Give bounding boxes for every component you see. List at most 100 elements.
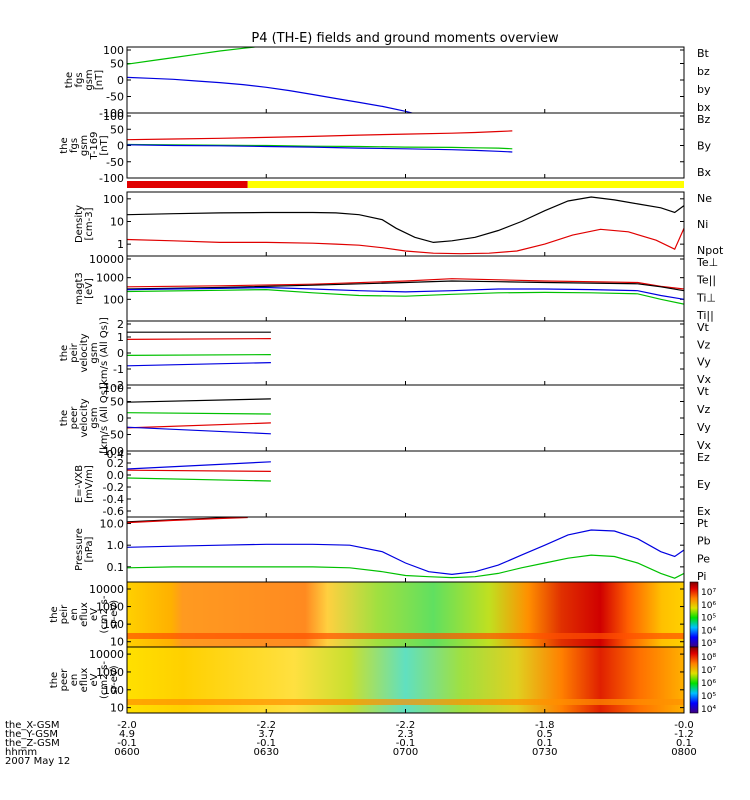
- series-line-Pe: [127, 554, 684, 579]
- y-tick-label: 0.0: [107, 469, 125, 482]
- colorbar-tick-label: 10⁵: [701, 614, 716, 624]
- y-tick-label: -100: [99, 445, 124, 458]
- legend-item-Vy: Vy: [697, 421, 711, 434]
- colorbar-peer_eflux: [689, 646, 699, 714]
- y-axis-label: [km/s (All Qs)]: [99, 382, 110, 454]
- legend-item-Bx: Bx: [697, 166, 712, 179]
- y-tick-label: -100: [99, 172, 124, 185]
- time-axis-value: 0800: [671, 747, 696, 758]
- y-tick-label: -50: [106, 91, 124, 104]
- series-line-Vy: [127, 412, 271, 415]
- panel-peer_eflux: 10⁸ 10⁷ 10⁶ 10⁵ 10⁴ 10000 1000 100 10 the peer en ef…: [49, 646, 716, 715]
- y-axis-label: sr-eV): [109, 600, 120, 629]
- time-axis-value: 4.9: [119, 729, 135, 740]
- colorbar-tick-label: 10⁴: [701, 705, 716, 715]
- series-line-Te⊥: [127, 278, 684, 290]
- y-axis-label: the: [59, 410, 70, 426]
- y-tick-label: 100: [103, 44, 124, 57]
- legend-item-Vy: Vy: [697, 356, 711, 369]
- time-axis-value: 0.1: [676, 738, 692, 749]
- y-axis-label: [cm-3]: [84, 207, 95, 240]
- legend-item-Bt: Bt: [697, 47, 710, 60]
- legend-item-Vz: Vz: [697, 403, 711, 416]
- series-group: [127, 517, 684, 579]
- time-axis-value: 0600: [114, 747, 139, 758]
- legend-item-Bz: Bz: [697, 113, 711, 126]
- panel-temp: 10000 1000 100 magt3 [eV] Te⊥ Te|| Ti⊥ Ti||: [74, 253, 718, 322]
- y-tick-label: -1: [113, 363, 124, 376]
- y-axis-label: the: [49, 606, 60, 622]
- y-axis-label: Density: [74, 205, 85, 243]
- y-axis-label: en: [69, 608, 80, 621]
- time-axis-value: -0.1: [396, 738, 416, 749]
- y-axis-label: eV: [89, 608, 100, 621]
- colorbar-tick-label: 10⁴: [701, 626, 716, 636]
- panel-efield: 0.40.20.0-0.2-0.4-0.6 E=-VXB [mV/m] Ez Ey Ex: [74, 448, 711, 518]
- time-axis-value: -0.1: [256, 738, 276, 749]
- colorbar-tick-label: 10⁵: [701, 692, 716, 702]
- legend-item-Ti||: Ti||: [696, 309, 714, 322]
- legend-item-Vt: Vt: [697, 385, 710, 398]
- y-tick-label: 0.1: [107, 561, 125, 574]
- colorbar-tick-label: 10⁷: [701, 588, 716, 598]
- colorbar-tick-label: 10⁶: [701, 601, 716, 611]
- y-axis-label: peer: [69, 406, 80, 430]
- y-tick-label: -0.4: [103, 493, 124, 506]
- y-axis-label: eflux: [79, 602, 90, 627]
- y-axis-label: the: [49, 672, 60, 688]
- y-tick-label: 1000: [96, 666, 124, 679]
- y-tick-label: 0: [117, 140, 124, 153]
- series-group: [127, 398, 271, 435]
- y-tick-label: 10: [110, 215, 124, 228]
- time-axis-row-label: the_Z-GSM: [5, 738, 60, 749]
- series-group: [127, 461, 271, 482]
- y-tick-label: 100: [103, 684, 124, 697]
- y-axis-label: E=-VXB: [74, 465, 85, 503]
- panel-pressure: 10.0 1.0 0.1 Pressure [nPa] Pt Pb Pe Pi: [74, 516, 711, 583]
- y-tick-label: 10: [110, 636, 124, 649]
- legend-item-Ez: Ez: [697, 451, 710, 464]
- legend-item-Ne: Ne: [697, 192, 712, 205]
- legend-item-Ni: Ni: [697, 218, 708, 231]
- series-line-Ni: [127, 196, 684, 244]
- y-tick-label: 0: [117, 347, 124, 360]
- y-tick-label: 10000: [89, 648, 124, 661]
- y-axis-label: [nPa]: [84, 536, 95, 562]
- series-line-by: [127, 47, 261, 65]
- time-axis-value: -1.8: [535, 720, 555, 731]
- y-tick-label: 10.0: [100, 518, 125, 531]
- y-tick-label: 50: [110, 58, 124, 71]
- y-tick-label: 50: [110, 396, 124, 409]
- series-line-Pi: [127, 529, 684, 576]
- y-axis-label: en: [69, 674, 80, 687]
- y-tick-label: 10000: [89, 253, 124, 266]
- y-axis-label: gsm: [89, 342, 100, 363]
- series-line-Pb: [127, 517, 248, 524]
- y-tick-label: -50: [106, 429, 124, 442]
- y-axis-label: gsm: [79, 135, 90, 156]
- series-line-Vt: [127, 398, 271, 403]
- series-group: [127, 278, 684, 305]
- y-axis-label: velocity: [79, 398, 90, 437]
- y-axis-label: eV: [89, 673, 100, 686]
- y-axis-label: [mV/m]: [84, 465, 95, 503]
- y-axis-label: velocity: [79, 333, 90, 372]
- y-tick-label: 0: [117, 412, 124, 425]
- time-axis-value: 2.3: [398, 729, 414, 740]
- y-axis-label: the: [64, 72, 75, 88]
- time-axis-value: -2.0: [117, 720, 137, 731]
- chart-title: P4 (TH-E) fields and ground moments over…: [251, 31, 559, 46]
- series-group: [127, 130, 513, 153]
- y-tick-label: 0.4: [107, 448, 125, 461]
- panel-peir_eflux: 10⁷ 10⁶ 10⁵ 10⁴ 10³ 10000 1000 100 10 the peir en ef…: [49, 581, 716, 649]
- y-tick-label: 10000: [89, 583, 124, 596]
- y-axis-label: peir: [69, 342, 80, 362]
- y-axis-label: [eV]: [84, 278, 95, 299]
- panel-frame: [126, 450, 685, 518]
- y-axis-label: the: [59, 137, 70, 153]
- y-tick-label: 0.2: [107, 457, 125, 470]
- legend-item-Pb: Pb: [697, 535, 711, 548]
